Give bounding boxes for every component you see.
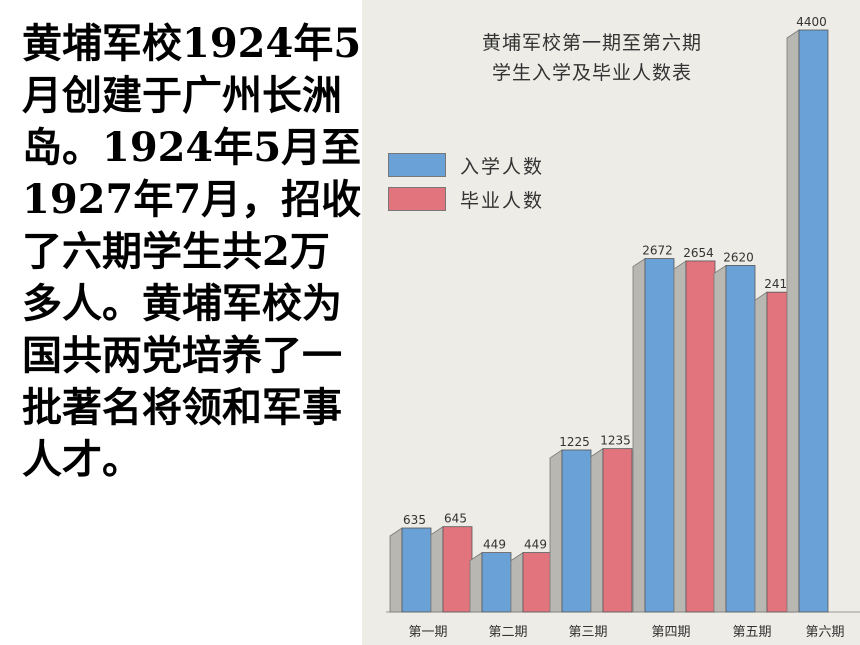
bar-enrolled-5 xyxy=(726,265,755,612)
bar-enrolled-3 xyxy=(562,450,591,612)
value-label-enrolled-6: 4400 xyxy=(796,15,827,29)
bar-enrolled-2 xyxy=(482,553,511,612)
chart-panel: 黄埔军校第一期至第六期 学生入学及毕业人数表 入学人数 毕业人数 635 645 第… xyxy=(362,0,860,645)
category-label-3: 第三期 xyxy=(568,625,607,640)
bar-enrolled-1 xyxy=(402,528,431,612)
value-label-enrolled-2: 449 xyxy=(483,538,506,552)
bar-side-enrolled-5 xyxy=(714,265,726,612)
bar-side-graduated-3 xyxy=(591,449,603,612)
category-label-1: 第一期 xyxy=(408,625,447,640)
bar-enrolled-6 xyxy=(799,30,828,612)
bar-side-enrolled-3 xyxy=(550,450,562,612)
bar-graduated-2 xyxy=(523,553,552,612)
bar-side-enrolled-2 xyxy=(470,553,482,612)
value-label-graduated-3: 1235 xyxy=(600,434,631,448)
bar-side-graduated-2 xyxy=(511,553,523,612)
value-label-enrolled-5: 2620 xyxy=(723,250,754,264)
category-label-6: 第六期 xyxy=(805,625,844,640)
bar-side-graduated-4 xyxy=(674,261,686,612)
value-label-enrolled-1: 635 xyxy=(403,513,426,527)
bar-side-enrolled-6 xyxy=(787,30,799,612)
category-label-4: 第四期 xyxy=(651,625,690,640)
bar-graduated-3 xyxy=(603,449,632,612)
value-label-graduated-4: 2654 xyxy=(683,246,714,260)
bar-side-graduated-1 xyxy=(431,527,443,612)
value-label-graduated-1: 645 xyxy=(444,512,467,526)
value-label-enrolled-4: 2672 xyxy=(642,244,673,258)
bar-enrolled-4 xyxy=(645,259,674,612)
bar-graduated-1 xyxy=(443,527,472,612)
bar-side-graduated-5 xyxy=(755,292,767,612)
bar-chart: 635 645 第一期 449 449 第二期 1225 1235 第三期 2672 2654 第四期… xyxy=(362,0,860,645)
category-label-2: 第二期 xyxy=(488,625,527,640)
slide-text: 黄埔军校1924年5月创建于广州长洲岛。1924年5月至1927年7月，招收了六… xyxy=(22,18,367,486)
value-label-enrolled-3: 1225 xyxy=(559,435,590,449)
category-label-5: 第五期 xyxy=(732,625,771,640)
bar-side-enrolled-4 xyxy=(633,259,645,612)
value-label-graduated-2: 449 xyxy=(524,538,547,552)
bar-graduated-4 xyxy=(686,261,715,612)
bar-side-enrolled-1 xyxy=(390,528,402,612)
